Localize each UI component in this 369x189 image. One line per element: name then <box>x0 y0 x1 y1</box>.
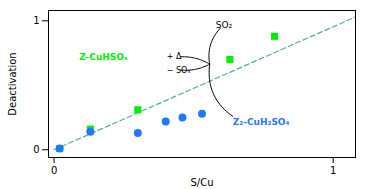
svg-text:1: 1 <box>33 15 39 26</box>
svg-text:SO₂: SO₂ <box>216 20 233 30</box>
svg-text:0: 0 <box>51 165 57 176</box>
svg-text:1: 1 <box>330 165 336 176</box>
svg-text:Z-CuHSOₓ: Z-CuHSOₓ <box>79 52 128 62</box>
svg-text:0: 0 <box>33 144 39 155</box>
svg-text:S/Cu: S/Cu <box>190 177 213 188</box>
svg-text:Z₂-CuH₂SO₄: Z₂-CuH₂SO₄ <box>233 117 290 127</box>
svg-text:− SOₓ: − SOₓ <box>167 66 192 75</box>
svg-text:+ Δ: + Δ <box>167 52 182 61</box>
svg-text:Deactivation: Deactivation <box>7 52 18 115</box>
